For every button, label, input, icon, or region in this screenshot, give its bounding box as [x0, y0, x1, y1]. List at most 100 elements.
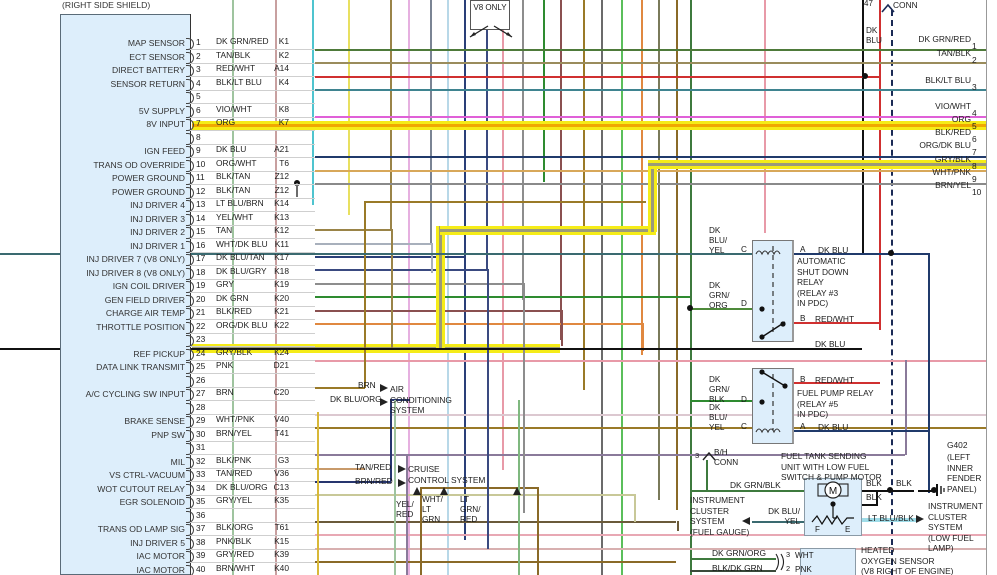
pin-cavity-code: V36 — [274, 468, 289, 478]
pcm-pin-row[interactable]: 30 BRN/YEL T41 — [186, 428, 315, 442]
pcm-pin-row[interactable]: 13 LT BLU/BRN K14 — [186, 198, 315, 212]
pcm-pin-row[interactable]: 5 — [186, 90, 315, 104]
wire-row-30 — [315, 427, 986, 429]
pcm-pin-row[interactable]: 23 — [186, 333, 315, 347]
pin-number: 19 — [196, 280, 206, 290]
pcm-pin-row[interactable]: 20 DK GRN K20 — [186, 293, 315, 307]
pcm-pin-row[interactable]: 18 DK BLU/GRY K18 — [186, 266, 315, 280]
pin-wire-color-code: PNK/BLK — [216, 535, 252, 546]
right-connector-pin-number: 1 — [972, 41, 977, 51]
fuel-pump-relay-terminal-b: B — [800, 375, 806, 384]
pcm-function-label: EGR SOLENOID — [119, 497, 185, 507]
pcm-function-label: 8V INPUT — [146, 119, 185, 129]
pcm-pin-row[interactable]: 32 BLK/PNK G3 — [186, 454, 315, 469]
pin-wire-color-code: GRY/YEL — [216, 495, 253, 505]
pcm-pin-row[interactable]: 39 GRY/RED K39 — [186, 549, 315, 563]
pin-wire-color-code: BLK/TAN — [216, 184, 251, 195]
pcm-pin-row[interactable]: 28 — [186, 401, 315, 415]
pcm-function-label: INJ DRIVER 1 — [130, 240, 185, 251]
wire-dkgrnblk-tank — [690, 490, 804, 492]
pcm-function-label: THROTTLE POSITION — [96, 321, 185, 332]
pin-cavity-code: K24 — [274, 346, 289, 357]
pcm-pin-row[interactable]: 12 BLK/TAN Z12 — [186, 184, 315, 199]
pin-row-divider — [190, 373, 315, 374]
pcm-pin-row[interactable]: 9 DK BLU A21 — [186, 144, 315, 158]
right-side-shield-label: (RIGHT SIDE SHIELD) — [62, 0, 151, 10]
right-connector-pin-number: 9 — [972, 174, 977, 184]
pcm-pin-row[interactable]: 33 TAN/RED V36 — [186, 468, 315, 482]
pcm-pin-row[interactable]: 4 BLK/LT BLU K4 — [186, 77, 315, 91]
wire-dkblu-yel-asd — [0, 253, 752, 255]
o2-pin3-wire-label: WHT — [795, 551, 814, 560]
pcm-connector-block — [60, 14, 190, 575]
pcm-pin-row[interactable]: 25 PNK D21 — [186, 360, 315, 374]
pcm-function-label: IGN COIL DRIVER — [112, 281, 185, 291]
pcm-pin-row[interactable]: 24 GRY/BLK K24 — [186, 346, 315, 361]
wire-row-3 — [315, 76, 879, 78]
pcm-pin-row[interactable]: 10 ORG/WHT T6 — [186, 158, 315, 172]
pcm-pin-row[interactable]: 29 WHT/PNK V40 — [186, 414, 315, 428]
splice-dot-dkgrn-org — [687, 305, 693, 311]
pcm-pin-row[interactable]: 22 ORG/DK BLU K22 — [186, 320, 315, 334]
pcm-pin-row[interactable]: 35 GRY/YEL K35 — [186, 495, 315, 509]
trunk-violet-vert — [408, 0, 410, 575]
pcm-function-label: INJ DRIVER 5 — [130, 537, 185, 548]
pcm-pin-row[interactable]: 3 RED/WHT A14 — [186, 63, 315, 77]
cruise-arrow-2 — [398, 479, 406, 487]
pin-row-divider — [190, 224, 315, 226]
wire-row-1 — [315, 49, 986, 51]
pcm-pin-row[interactable]: 17 DK BLU/TAN K17 — [186, 252, 315, 266]
fuel-pump-relay-wire-d: DK GRN/ BLK — [709, 375, 730, 404]
pcm-pin-row[interactable]: 21 BLK/RED K21 — [186, 306, 315, 320]
pin-row-divider — [190, 467, 315, 469]
pin-number: 33 — [196, 469, 206, 479]
pcm-pin-row[interactable]: 37 BLK/ORG T61 — [186, 522, 315, 536]
pcm-pin-row[interactable]: 1 DK GRN/RED K1 — [186, 36, 315, 50]
cruise-wire-4-label: WHT/ LT GRN — [422, 495, 443, 524]
trunk-green-left — [232, 0, 234, 575]
right-connector-pin-number: 3 — [972, 82, 977, 92]
pcm-function-label: IAC MOTOR — [136, 551, 185, 561]
pin-number: 15 — [196, 226, 206, 236]
pcm-pin-row[interactable]: 40 BRN/WHT K40 — [186, 563, 315, 575]
right-connector-wire-label: VIO/WHT — [935, 101, 971, 111]
pin-number: 16 — [196, 239, 206, 250]
pcm-pin-row[interactable]: 15 TAN K12 — [186, 225, 315, 239]
pin-wire-color-code: GRY/RED — [216, 549, 255, 559]
pin-wire-color-code: DK GRN/RED — [216, 36, 269, 46]
brn-mid-label — [920, 381, 922, 390]
pcm-pin-row[interactable]: 6 VIO/WHT K8 — [186, 104, 315, 118]
fuel-pump-relay-wire-a: DK BLU — [818, 422, 849, 432]
pcm-pin-row[interactable]: 34 DK BLU/ORG C13 — [186, 482, 315, 496]
asd-relay-wire-bottom: DK BLU — [815, 339, 846, 349]
pcm-pin-row[interactable]: 2 TAN/BLK K2 — [186, 49, 315, 64]
pin-number: 29 — [196, 415, 206, 425]
pin-number: 17 — [196, 253, 206, 263]
pcm-pin-row[interactable]: 26 — [186, 374, 315, 388]
pcm-pin-row[interactable]: 38 PNK/BLK K15 — [186, 535, 315, 550]
pcm-pin-row[interactable]: 19 GRY K19 — [186, 279, 315, 293]
pcm-pin-row[interactable]: 7 ORG K7 — [186, 117, 315, 131]
wire-redwht-fp — [790, 382, 880, 384]
pin-wire-color-code: BLK/PNK — [216, 454, 252, 465]
pin-wire-color-code: WHT/PNK — [216, 414, 255, 424]
pcm-pin-row[interactable]: 14 YEL/WHT K13 — [186, 212, 315, 226]
pcm-pin-row[interactable]: 31 — [186, 441, 315, 455]
route-brn-ac-top — [364, 201, 646, 203]
pcm-pin-row[interactable]: 8 — [186, 131, 315, 145]
pcm-pin-row[interactable]: 16 WHT/DK BLU K11 — [186, 239, 315, 253]
pcm-pin-row[interactable]: 36 — [186, 509, 315, 523]
conn47-dashed-line — [891, 10, 893, 575]
pin-number: 24 — [196, 347, 206, 358]
fuel-pump-relay-wire-b: RED/WHT — [815, 375, 855, 385]
pcm-pin-row[interactable]: 11 BLK/TAN Z12 — [186, 171, 315, 185]
wire-dkgrn-blk-fp — [690, 400, 752, 402]
route-brn-ac-vert — [364, 201, 366, 388]
pcm-pin-row[interactable]: 27 BRN C20 — [186, 387, 315, 401]
pin-number: 34 — [196, 482, 206, 493]
wire-row-27 — [315, 387, 365, 389]
low-fuel-arrow — [916, 515, 924, 523]
pin-wire-color-code: TAN/BLK — [216, 49, 251, 60]
route-ln-c — [487, 269, 489, 549]
pin-row-divider — [190, 76, 315, 77]
